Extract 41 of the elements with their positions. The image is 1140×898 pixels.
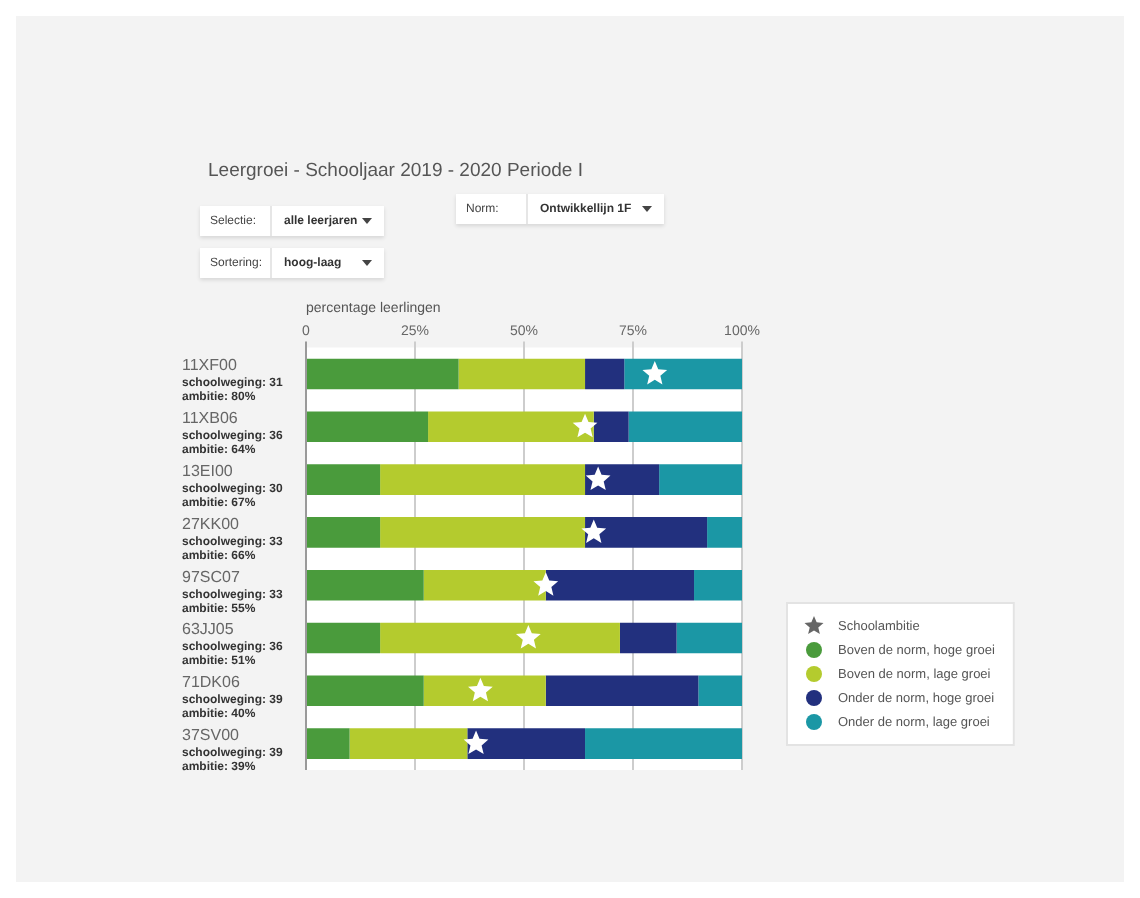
bar [545,675,699,707]
bar [423,569,546,601]
bar [628,411,742,443]
point [463,730,489,755]
bar [380,464,586,495]
bar [585,358,625,390]
bar [307,411,429,443]
bar [307,728,350,759]
bar [307,675,424,707]
bar [428,411,594,443]
bar [624,358,742,390]
bar [458,358,586,390]
point [533,572,559,596]
bar [349,728,468,759]
bar [307,464,381,495]
bar [698,675,742,707]
bar [707,517,742,548]
bar [423,675,546,707]
bar [307,517,381,548]
point [642,361,668,385]
bar [380,622,620,654]
point [516,625,541,649]
bar [619,622,677,654]
bar [593,411,629,443]
bar [585,728,742,759]
bar [545,569,695,601]
point [585,466,611,491]
point [468,677,493,702]
bar [307,358,459,390]
bar [585,517,708,548]
chart-title: Leergroei - Schooljaar 2019 - 2020 Periode I [208,160,583,182]
bar [585,464,660,495]
point [572,413,598,438]
bar [659,464,742,495]
bar [380,517,586,548]
bar [694,569,742,601]
bar [307,569,424,601]
bar [676,622,742,654]
bar [467,728,586,759]
point [581,519,607,543]
bar [307,622,381,654]
